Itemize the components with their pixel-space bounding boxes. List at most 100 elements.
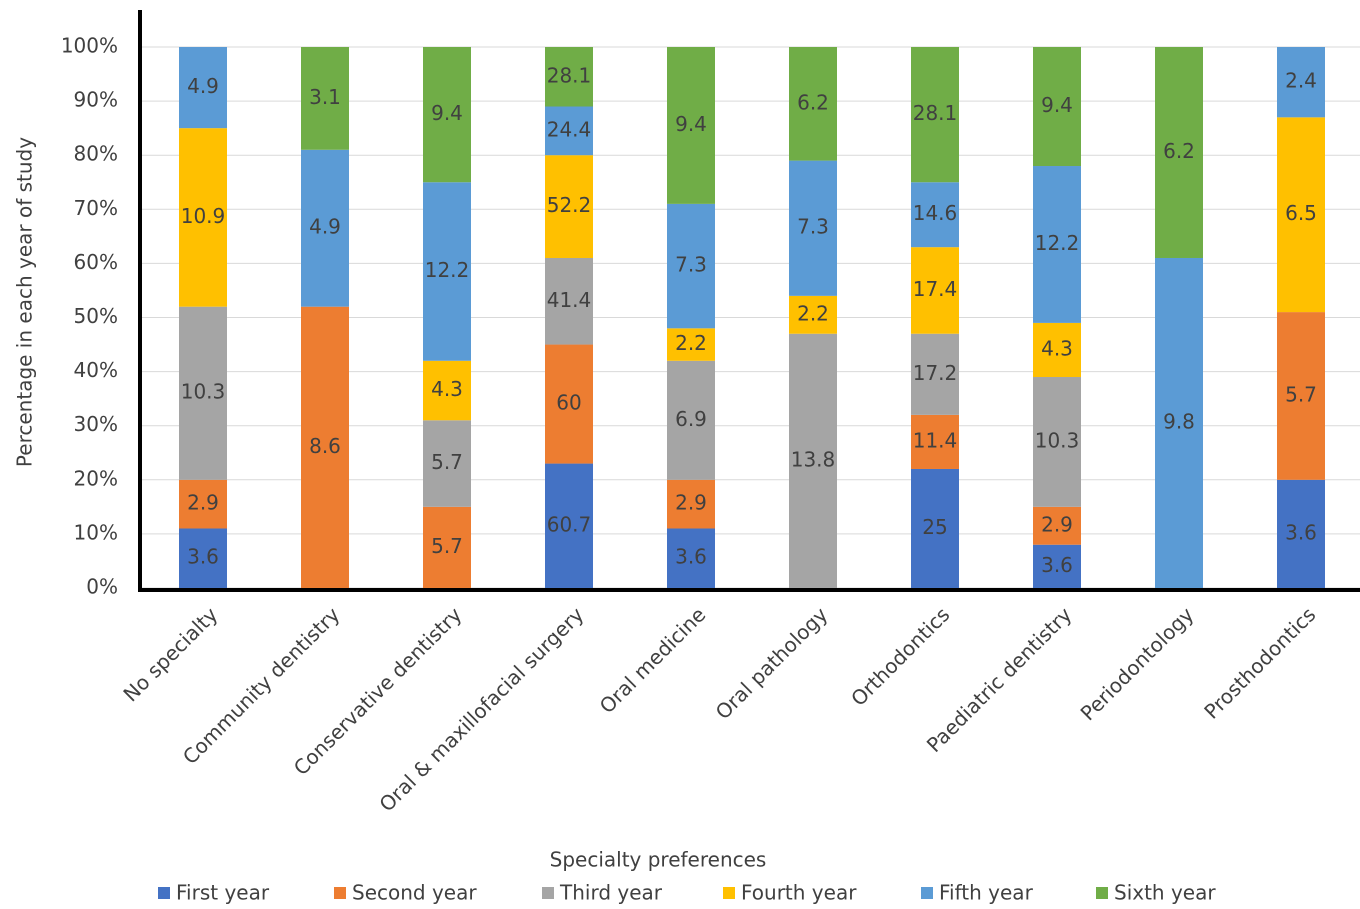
data-label: 17.4 (913, 277, 958, 301)
bar-segment (911, 247, 959, 334)
y-tick-label: 100% (61, 34, 118, 58)
x-tick-label: Orthodontics (846, 602, 954, 710)
data-label: 3.1 (309, 85, 341, 109)
data-label: 5.7 (431, 534, 463, 558)
bar-segment (789, 47, 837, 161)
x-tick-label: Oral pathology (711, 602, 833, 724)
x-tick-label: No specialty (118, 602, 222, 706)
x-tick-label: Oral medicine (595, 602, 711, 718)
bar-segment (545, 344, 593, 464)
bar-segment (1033, 322, 1081, 378)
bar-segment (1033, 166, 1081, 323)
y-tick-label: 70% (74, 196, 118, 220)
legend-label: Fourth year (741, 881, 857, 905)
bar-segment (545, 257, 593, 345)
data-label: 12.2 (1035, 231, 1080, 255)
legend-label: Sixth year (1114, 881, 1216, 905)
data-label: 3.6 (1285, 520, 1317, 544)
data-label: 10.9 (181, 204, 226, 228)
bar-segment (1033, 544, 1081, 588)
bar-segment (545, 463, 593, 588)
legend-swatch (158, 887, 170, 899)
legend-label: Third year (559, 881, 663, 905)
data-label: 3.6 (675, 545, 707, 569)
data-label: 9.4 (675, 112, 707, 136)
y-tick-label: 60% (74, 250, 118, 274)
bar-segment (423, 47, 471, 183)
bar-segment (301, 149, 349, 307)
bar-segment (545, 47, 593, 107)
data-label: 6.2 (797, 90, 829, 114)
y-tick-label: 30% (74, 412, 118, 436)
data-label: 28.1 (547, 63, 592, 87)
data-label: 28.1 (913, 101, 958, 125)
data-label: 4.3 (431, 377, 463, 401)
x-axis-label: Specialty preferences (550, 848, 767, 872)
bar-segment (179, 306, 227, 480)
x-tick-label: Periodontology (1076, 602, 1199, 725)
bar-segment (911, 333, 959, 415)
data-label: 10.3 (181, 380, 226, 404)
data-label: 6.5 (1285, 201, 1317, 225)
data-label: 10.3 (1035, 428, 1080, 452)
bar-segment (667, 203, 715, 329)
bar-segment (179, 528, 227, 588)
bar-segment (667, 47, 715, 204)
data-label: 52.2 (547, 193, 592, 217)
data-label: 60.7 (547, 512, 592, 536)
legend-swatch (334, 887, 346, 899)
x-tick-label: Oral & maxillofacial surgery (374, 602, 588, 816)
data-label: 4.3 (1041, 336, 1073, 360)
data-label: 2.9 (675, 491, 707, 515)
legend-swatch (542, 887, 554, 899)
data-label: 6.2 (1163, 139, 1195, 163)
bar-segment (1277, 479, 1325, 588)
y-tick-label: 0% (86, 575, 118, 599)
data-label: 6.9 (675, 407, 707, 431)
bar-segment (911, 414, 959, 469)
bar-segment (1155, 257, 1203, 588)
y-tick-label: 90% (74, 88, 118, 112)
bar-segment (1277, 312, 1325, 480)
data-label: 24.4 (547, 117, 592, 141)
y-tick-label: 80% (74, 142, 118, 166)
y-tick-label: 20% (74, 466, 118, 490)
legend-label: Second year (352, 881, 477, 905)
bar-segment (789, 333, 837, 588)
bar-segment (545, 155, 593, 258)
bar-segment (179, 128, 227, 307)
data-label: 2.9 (187, 491, 219, 515)
y-tick-label: 10% (74, 520, 118, 544)
y-tick-label: 50% (74, 304, 118, 328)
bar-segment (667, 360, 715, 480)
bar-segment (1277, 47, 1325, 118)
bar-segment (1033, 47, 1081, 167)
bar-segment (545, 106, 593, 156)
bar-segment (1033, 377, 1081, 507)
data-label: 4.9 (187, 74, 219, 98)
data-label: 3.6 (187, 545, 219, 569)
data-label: 13.8 (791, 447, 836, 471)
data-label: 2.2 (797, 301, 829, 325)
bar-segment (911, 468, 959, 588)
y-axis-label: Percentage in each year of study (13, 137, 37, 467)
data-label: 2.2 (675, 331, 707, 355)
data-label: 9.8 (1163, 409, 1195, 433)
bar-segment (667, 528, 715, 588)
bar-segment (911, 47, 959, 183)
data-label: 4.9 (309, 215, 341, 239)
bar-segment (301, 306, 349, 588)
data-label: 17.2 (913, 361, 958, 385)
legend-label: Fifth year (939, 881, 1034, 905)
bar-segment (1033, 506, 1081, 545)
data-label: 2.9 (1041, 512, 1073, 536)
legend-swatch (921, 887, 933, 899)
data-label: 9.4 (1041, 93, 1073, 117)
bar-segment (423, 506, 471, 588)
data-label: 5.7 (1285, 382, 1317, 406)
bar-segment (423, 360, 471, 421)
data-label: 60 (556, 391, 581, 415)
data-label: 12.2 (425, 258, 470, 282)
bar-segment (301, 47, 349, 150)
